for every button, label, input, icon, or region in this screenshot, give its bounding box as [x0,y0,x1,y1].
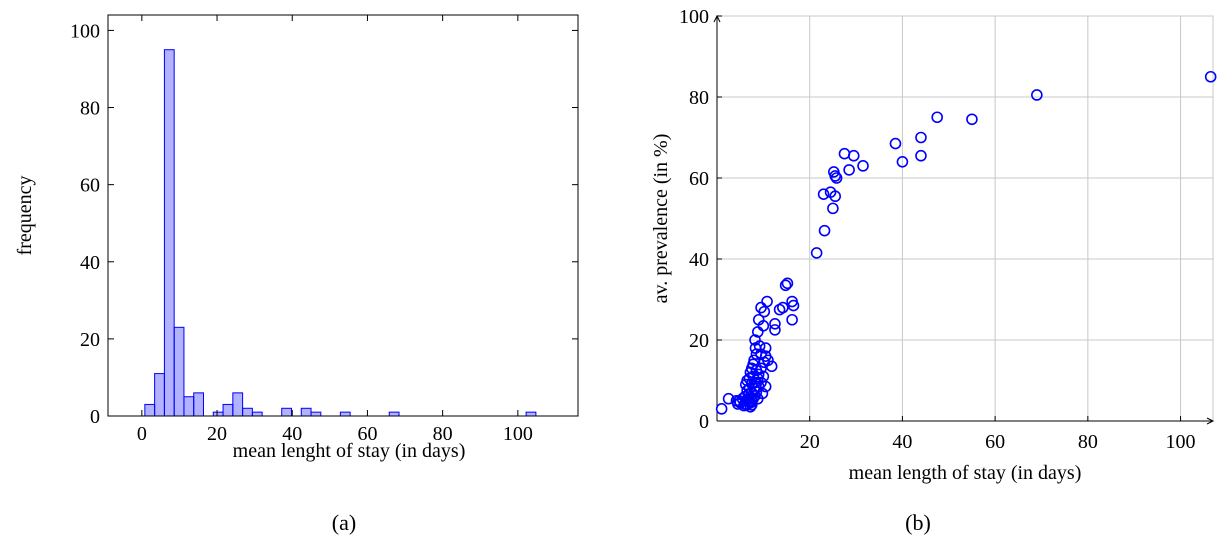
x-tick-label: 60 [357,423,377,445]
scatter-point [761,295,773,308]
y-tick-label: 60 [80,175,100,197]
y-tick-label: 0 [90,406,100,428]
x-tick-label: 80 [433,423,453,445]
y-tick-label: 20 [80,329,100,351]
histogram-bar [242,407,253,417]
x-tick-label: 60 [985,431,1005,453]
scatter-point [827,202,839,215]
y-tick-label: 100 [679,6,709,28]
scatter-point [745,398,758,411]
scatter-point [966,113,978,126]
scatter-point [915,149,927,162]
scatter-point [824,186,837,198]
scatter-y-axis-label: av. prevalence (in %) [650,134,672,304]
histogram-y-axis-label: frequency [14,176,36,256]
histogram-ticks: 0 20 40 60 80 100 0 20 40 60 80 100 [70,15,578,445]
scatter-axes-frame [716,15,1214,422]
histogram-bar [281,407,292,417]
histogram-bar [183,396,195,417]
histogram-bar [154,373,165,417]
scatter-point [810,247,823,259]
x-axis-arrow [1206,417,1215,425]
scatter-point [915,131,927,144]
scatter-point [787,299,800,312]
y-tick-label: 40 [689,249,709,271]
histogram-bar [173,326,185,417]
scatter-point [781,277,794,290]
scatter-point [1031,89,1043,101]
histogram-bar [339,411,351,417]
scatter-point [744,401,757,413]
y-tick-label: 60 [689,168,709,190]
scatter-point [738,399,750,412]
scatter-ticks: 20 40 60 80 100 0 20 40 60 80 100 [679,6,1196,453]
scatter-point [828,166,840,178]
scatter-point [889,137,902,150]
histogram-bar [232,392,244,417]
scatter-point [769,324,781,336]
histogram-bars [144,49,537,417]
histogram-bar [251,411,263,417]
x-tick-label: 40 [892,431,912,453]
histogram-bar [525,411,537,417]
y-tick-label: 80 [689,87,709,109]
histogram-axes-frame [107,14,579,417]
y-tick-label: 0 [699,411,709,433]
scatter-panel: 20 40 60 80 100 0 20 40 60 80 100 mean length of s… [650,6,1217,535]
scatter-point [715,403,728,415]
x-tick-label: 40 [282,423,302,445]
scatter-point [830,172,843,184]
histogram-bar [222,403,234,417]
scatter-point [750,348,763,360]
x-tick-label: 80 [1078,431,1098,453]
histogram-bar [193,392,205,417]
histogram-bar [300,407,312,417]
scatter-point [759,380,772,393]
scatter-point [773,303,786,316]
scatter-grid [717,15,1213,422]
scatter-point [838,147,851,160]
scatter-point [847,149,860,162]
y-tick-label: 40 [80,252,100,274]
x-tick-label: 0 [137,423,147,445]
histogram-bar [144,403,156,417]
y-tick-label: 80 [80,98,100,120]
scatter-point [843,164,855,176]
histogram-panel: 0 20 40 60 80 100 0 20 40 60 80 100 mean lenght of … [14,14,579,535]
y-tick-label: 20 [689,330,709,352]
scatter-point [857,160,869,172]
scatter-point [769,317,781,330]
scatter-point [732,398,744,410]
scatter-point [755,301,767,314]
panel-b-caption: (b) [905,510,931,535]
scatter-point [1204,70,1217,83]
scatter-point [931,111,943,124]
x-tick-label: 20 [800,431,820,453]
scatter-point [786,313,798,326]
scatter-x-axis-label: mean length of stay (in days) [849,462,1082,484]
histogram-bar [388,411,400,417]
scatter-point [896,156,909,168]
scatter-point [751,326,764,338]
histogram-bar [212,411,224,417]
scatter-point [818,224,831,237]
scatter-point [722,392,735,405]
x-tick-label: 100 [1166,431,1196,453]
scatter-point [762,354,774,367]
scatter-axis-arrows [713,14,1215,425]
scatter-points [715,70,1217,415]
y-tick-label: 100 [70,20,100,42]
scatter-point [817,188,830,200]
histogram-x-axis-label: mean lenght of stay (in days) [233,440,466,462]
panel-a-caption: (a) [332,510,356,535]
histogram-bar [163,49,175,417]
histogram-bar [310,411,322,417]
x-tick-label: 20 [207,423,227,445]
scatter-point [779,279,792,292]
x-tick-label: 100 [503,423,533,445]
